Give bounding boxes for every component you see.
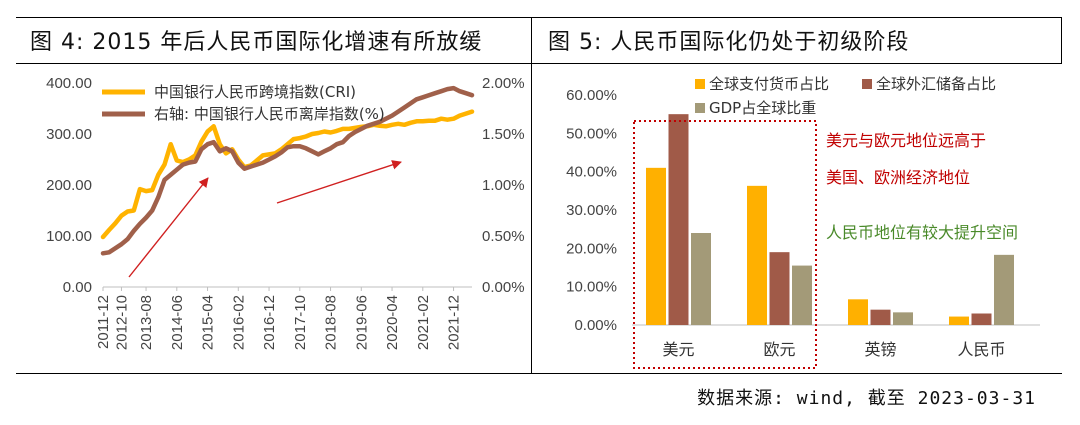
bar-0-0 — [646, 167, 666, 325]
legend-swatch — [862, 79, 872, 89]
y-left-tick-label: 400.00 — [46, 75, 92, 92]
category-label: 美元 — [662, 340, 694, 359]
bar-0-1 — [668, 114, 689, 326]
left-chart-title: 图 4: 2015 年后人民币国际化增速有所放缓 — [30, 30, 483, 55]
annotation-red-2: 美国、欧洲经济地位 — [826, 168, 970, 187]
category-label: 人民币 — [957, 340, 1005, 359]
bar-3-0 — [949, 316, 969, 325]
legend-label: 中国银行人民币跨境指数(CRI) — [154, 83, 356, 101]
header-divider — [16, 63, 1062, 64]
data-source-note: 数据来源: wind, 截至 2023-03-31 — [697, 388, 1036, 409]
y-tick-label: 10.00% — [566, 279, 617, 296]
x-tick-label: 2021-12 — [446, 295, 463, 350]
y-tick-label: 20.00% — [566, 240, 617, 257]
legend-swatch — [695, 103, 705, 113]
trend-arrow-1 — [128, 177, 209, 278]
annotation-green: 人民币地位有较大提升空间 — [826, 223, 1018, 242]
legend-label: 全球支付货币占比 — [709, 75, 829, 93]
top-border — [16, 17, 1062, 18]
right-chart-title: 图 5: 人民币国际化仍处于初级阶段 — [548, 30, 910, 55]
offshore-index-series-line — [100, 85, 475, 256]
y-right-tick-label: 1.00% — [482, 177, 525, 194]
category-label: 欧元 — [763, 340, 795, 359]
legend-swatch — [695, 79, 705, 89]
x-tick-label: 2020-04 — [384, 295, 401, 350]
x-tick-label: 2015-04 — [200, 295, 217, 350]
x-tick-label: 2013-08 — [138, 295, 155, 350]
y-tick-label: 0.00% — [574, 317, 617, 334]
cri-series-line — [100, 109, 475, 240]
y-tick-label: 50.00% — [566, 125, 617, 142]
bar-0-2 — [691, 233, 711, 325]
legend-label: GDP占全球比重 — [709, 99, 816, 117]
y-left-tick-label: 100.00 — [46, 228, 92, 245]
x-tick-label: 2019-06 — [353, 295, 370, 350]
y-tick-label: 40.00% — [566, 164, 617, 181]
bar-2-0 — [848, 299, 868, 325]
legend-label: 右轴: 中国银行人民币离岸指数(%) — [154, 105, 385, 123]
bar-2-1 — [870, 309, 891, 325]
bar-1-1 — [769, 252, 790, 325]
bar-1-2 — [792, 265, 812, 325]
y-right-tick-label: 2.00% — [482, 75, 525, 92]
x-tick-label: 2017-10 — [292, 295, 309, 350]
bar-3-2 — [994, 254, 1014, 325]
bar-2-2 — [893, 312, 913, 325]
right-edge — [1061, 17, 1062, 64]
x-tick-label: 2011-12 — [95, 295, 112, 349]
x-tick-label: 2012-10 — [113, 295, 130, 350]
y-left-tick-label: 0.00 — [63, 279, 92, 296]
y-right-tick-label: 0.50% — [482, 228, 525, 245]
annotation-red-1: 美元与欧元地位远高于 — [826, 131, 986, 150]
bar-3-1 — [971, 313, 992, 325]
highlight-box — [633, 120, 817, 369]
legend-label: 全球外汇储备占比 — [876, 75, 996, 93]
category-label: 英镑 — [864, 340, 896, 359]
y-right-tick-label: 1.50% — [482, 126, 525, 143]
x-tick-label: 2018-08 — [323, 295, 340, 350]
y-tick-label: 30.00% — [566, 202, 617, 219]
trend-arrow-2 — [276, 160, 402, 204]
x-tick-label: 2021-02 — [415, 295, 432, 350]
x-tick-label: 2016-12 — [261, 295, 278, 350]
x-tick-label: 2014-06 — [169, 295, 186, 350]
y-left-tick-label: 200.00 — [46, 177, 92, 194]
bottom-border — [16, 373, 1062, 374]
panel-divider — [531, 17, 532, 374]
bar-1-0 — [747, 185, 767, 325]
y-tick-label: 60.00% — [566, 87, 617, 104]
y-left-tick-label: 300.00 — [46, 126, 92, 143]
x-tick-label: 2016-02 — [230, 295, 247, 350]
y-right-tick-label: 0.00% — [482, 279, 525, 296]
